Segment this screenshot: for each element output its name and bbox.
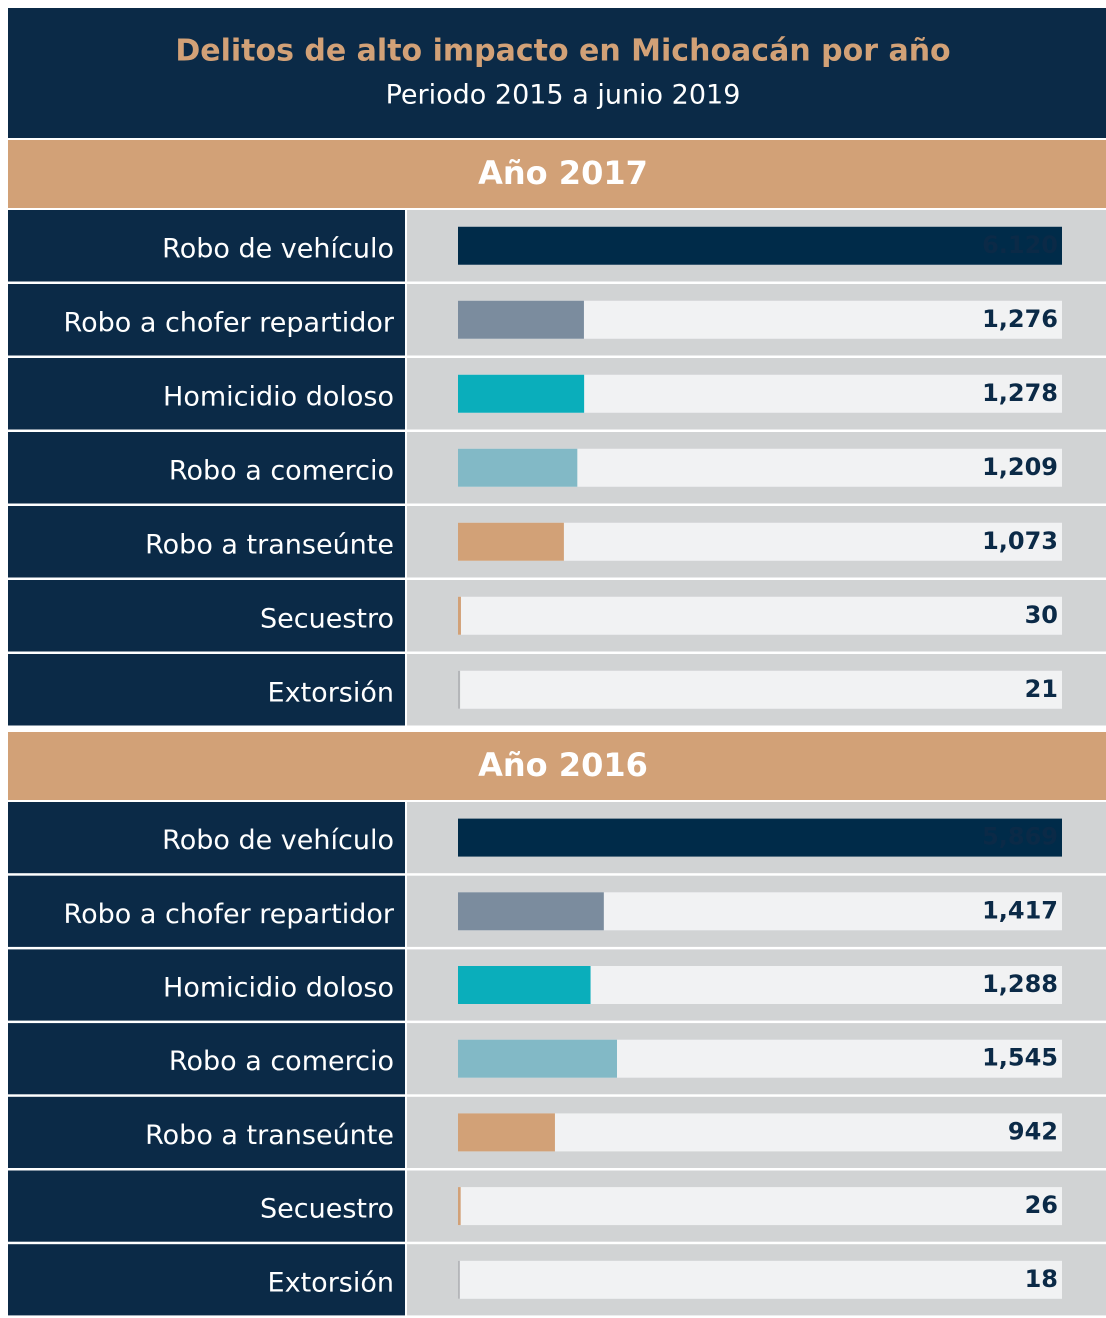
bar <box>458 226 1062 265</box>
header-bg <box>8 8 1106 138</box>
bar-track <box>458 670 1062 709</box>
category-label: Extorsión <box>268 677 394 708</box>
bar <box>458 596 461 635</box>
value-label: 26 <box>1025 1191 1058 1219</box>
category-label: Robo a comercio <box>169 1046 394 1077</box>
category-label: Secuestro <box>260 1194 394 1225</box>
bar-track <box>458 596 1062 635</box>
category-label: Extorsión <box>268 1267 394 1298</box>
section-bg <box>8 732 1106 800</box>
label-cell <box>8 1170 405 1242</box>
value-label: 5,869 <box>982 823 1058 851</box>
category-label: Robo a chofer repartidor <box>64 307 395 338</box>
value-label: 1,417 <box>982 896 1058 924</box>
value-label: 6.120 <box>982 231 1058 259</box>
bar <box>458 1260 460 1299</box>
category-label: Robo de vehículo <box>162 233 394 264</box>
label-cell <box>8 1023 405 1095</box>
bar <box>458 448 578 487</box>
label-cell <box>8 210 405 282</box>
category-label: Homicidio doloso <box>163 973 394 1004</box>
bar-track <box>458 1187 1062 1226</box>
value-label: 1,209 <box>982 453 1058 481</box>
value-label: 21 <box>1025 675 1058 703</box>
bar <box>458 1113 555 1152</box>
value-label: 1,288 <box>982 970 1058 998</box>
bar-track <box>458 1260 1062 1299</box>
bar <box>458 1187 461 1226</box>
category-label: Robo a chofer repartidor <box>64 899 395 930</box>
bar <box>458 522 564 561</box>
category-label: Robo de vehículo <box>162 825 394 856</box>
value-label: 1,278 <box>982 379 1058 407</box>
subtitle: Periodo 2015 a junio 2019 <box>386 80 741 111</box>
value-label: 942 <box>1008 1117 1058 1145</box>
category-label: Secuestro <box>260 603 394 634</box>
bar-track <box>458 1113 1062 1152</box>
label-cell <box>8 654 405 726</box>
category-label: Homicidio doloso <box>163 381 394 412</box>
value-label: 1,276 <box>982 305 1058 333</box>
section-title: Año 2017 <box>478 154 648 192</box>
category-label: Robo a transeúnte <box>145 529 394 560</box>
bar <box>458 300 584 339</box>
section-title: Año 2016 <box>478 746 648 784</box>
label-cell <box>8 875 405 947</box>
value-label: 1,073 <box>982 527 1058 555</box>
bar <box>458 1039 618 1078</box>
bar <box>458 818 1062 857</box>
label-cell <box>8 358 405 430</box>
label-cell <box>8 432 405 504</box>
bar <box>458 892 604 931</box>
title: Delitos de alto impacto en Michoacán por… <box>175 34 950 69</box>
label-cell <box>8 580 405 652</box>
section-bg <box>8 140 1106 208</box>
label-cell <box>8 949 405 1021</box>
bar <box>458 966 591 1004</box>
value-label: 30 <box>1025 601 1058 629</box>
label-cell <box>8 802 405 874</box>
value-label: 18 <box>1025 1265 1058 1293</box>
category-label: Robo a transeúnte <box>145 1120 394 1151</box>
label-cell <box>8 1096 405 1168</box>
bar <box>458 670 461 709</box>
category-label: Robo a comercio <box>169 455 394 486</box>
value-label: 1,545 <box>982 1044 1058 1072</box>
label-cell <box>8 284 405 356</box>
bar <box>458 374 585 413</box>
label-cell <box>8 1244 405 1316</box>
label-cell <box>8 506 405 578</box>
